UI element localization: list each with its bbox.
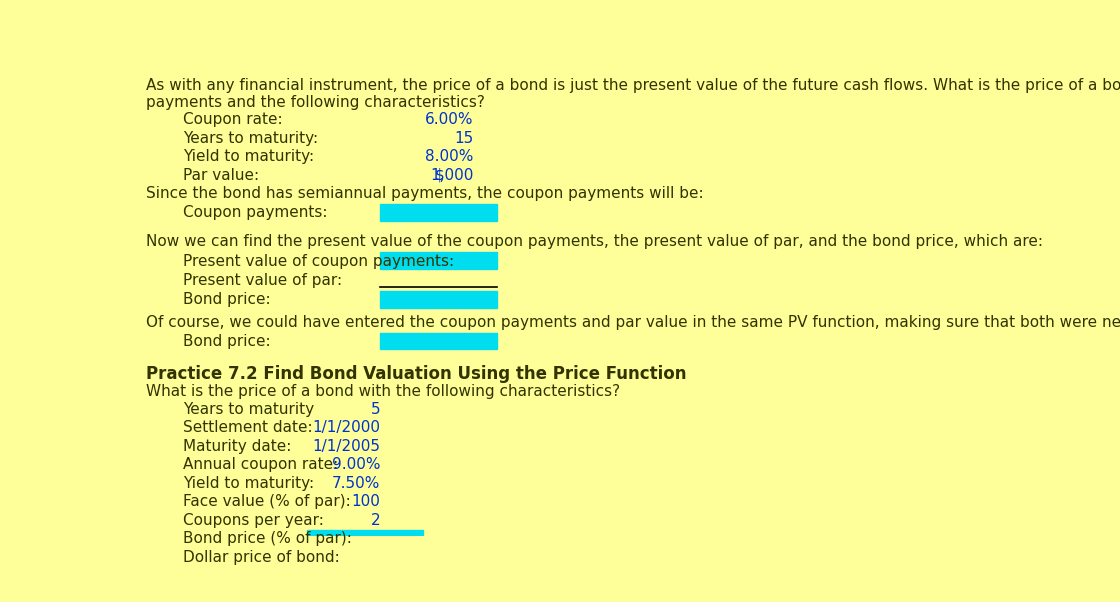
Text: 5: 5 (371, 402, 381, 417)
Text: 9.00%: 9.00% (332, 458, 381, 472)
Text: Bond price:: Bond price: (183, 334, 270, 349)
Text: Bond price:: Bond price: (183, 293, 270, 308)
Text: payments and the following characteristics?: payments and the following characteristi… (147, 95, 485, 110)
Text: 2: 2 (371, 513, 381, 528)
Text: Settlement date:: Settlement date: (183, 420, 312, 435)
Text: Since the bond has semiannual payments, the coupon payments will be:: Since the bond has semiannual payments, … (147, 186, 703, 201)
FancyBboxPatch shape (381, 332, 496, 349)
Text: 8.00%: 8.00% (424, 149, 474, 164)
Text: Of course, we could have entered the coupon payments and par value in the same P: Of course, we could have entered the cou… (147, 315, 1120, 330)
Text: $: $ (435, 168, 445, 183)
FancyBboxPatch shape (381, 252, 496, 269)
Text: Practice 7.2 Find Bond Valuation Using the Price Function: Practice 7.2 Find Bond Valuation Using t… (147, 365, 687, 383)
Text: Maturity date:: Maturity date: (183, 439, 291, 454)
Text: What is the price of a bond with the following characteristics?: What is the price of a bond with the fol… (147, 384, 620, 399)
Text: Dollar price of bond:: Dollar price of bond: (183, 550, 339, 565)
Text: Present value of par:: Present value of par: (183, 273, 342, 288)
Text: Coupon rate:: Coupon rate: (183, 113, 282, 127)
Text: As with any financial instrument, the price of a bond is just the present value : As with any financial instrument, the pr… (147, 78, 1120, 93)
Text: Bond price (% of par):: Bond price (% of par): (183, 531, 352, 546)
Text: Coupon payments:: Coupon payments: (183, 205, 327, 220)
Text: Face value (% of par):: Face value (% of par): (183, 494, 351, 509)
Text: Now we can find the present value of the coupon payments, the present value of p: Now we can find the present value of the… (147, 234, 1043, 249)
Text: Par value:: Par value: (183, 168, 259, 183)
Text: Years to maturity:: Years to maturity: (183, 131, 318, 146)
Text: Coupons per year:: Coupons per year: (183, 513, 324, 528)
Text: Annual coupon rate:: Annual coupon rate: (183, 458, 338, 472)
FancyBboxPatch shape (307, 548, 423, 567)
Text: 6.00%: 6.00% (424, 113, 474, 127)
Text: 1,000: 1,000 (430, 168, 474, 183)
Text: 7.50%: 7.50% (332, 476, 381, 491)
Text: Yield to maturity:: Yield to maturity: (183, 149, 314, 164)
FancyBboxPatch shape (381, 291, 496, 308)
Text: 100: 100 (352, 494, 381, 509)
FancyBboxPatch shape (381, 204, 496, 221)
Text: 15: 15 (454, 131, 474, 146)
Text: 1/1/2005: 1/1/2005 (312, 439, 381, 454)
FancyBboxPatch shape (307, 530, 423, 549)
Text: Years to maturity: Years to maturity (183, 402, 314, 417)
Text: Yield to maturity:: Yield to maturity: (183, 476, 314, 491)
Text: 1/1/2000: 1/1/2000 (312, 420, 381, 435)
Text: Present value of coupon payments:: Present value of coupon payments: (183, 254, 454, 269)
